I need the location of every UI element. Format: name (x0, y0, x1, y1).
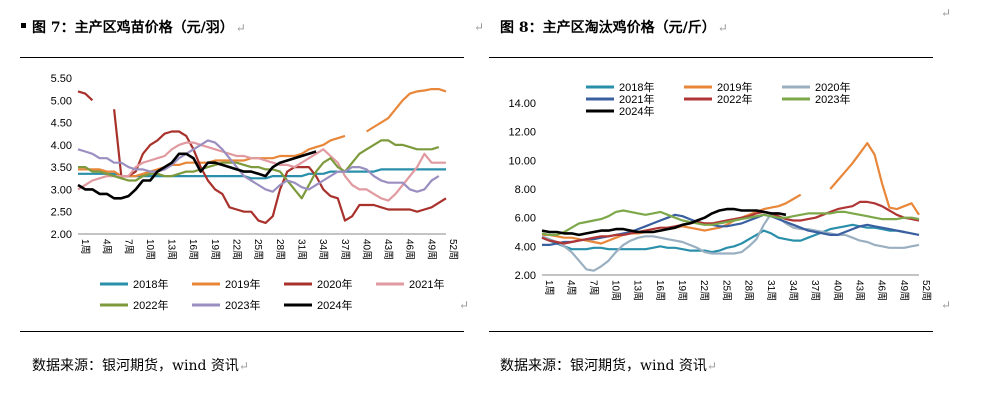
x-tick-label: 52周 (447, 239, 459, 260)
y-tick-label: 3.00 (51, 184, 72, 196)
legend-label-2021年: 2021年 (619, 92, 654, 106)
x-tick-label: 28周 (274, 239, 286, 260)
series-line-2024年 (541, 207, 787, 237)
series-line-2020年 (541, 212, 920, 272)
x-tick-label: 52周 (920, 280, 932, 301)
fig7-bottom-rule (20, 331, 464, 332)
title-bullet (21, 23, 26, 28)
x-tick-label: 31周 (765, 280, 777, 301)
x-tick-label: 28周 (743, 280, 755, 301)
x-tick-label: 46周 (876, 280, 888, 301)
y-tick-label: 14.00 (508, 98, 536, 110)
y-tick-label: 6.00 (515, 213, 536, 225)
paragraph-mark-icon: ↵ (235, 21, 246, 35)
legend-label-2018年: 2018年 (619, 80, 654, 94)
y-tick-label: 2.50 (51, 207, 72, 219)
x-tick-label: 46周 (404, 239, 416, 260)
paragraph-mark-icon: ↵ (941, 6, 952, 20)
x-tick-label: 7周 (587, 280, 599, 296)
fig8-title: 图 8：主产区淘汰鸡价格（元/斤） ↵ (500, 20, 728, 36)
legend-label-2021年: 2021年 (409, 277, 444, 291)
legend-label-2024年: 2024年 (317, 298, 352, 312)
legend-label-2020年: 2020年 (317, 277, 352, 291)
x-tick-label: 37周 (809, 280, 821, 301)
legend-label-2023年: 2023年 (225, 298, 260, 312)
x-tick-label: 43周 (382, 239, 394, 260)
x-tick-label: 4周 (565, 280, 577, 296)
fig8-chart: 2.00 4.00 6.00 8.00 10.00 12.00 14.00 1周 4周 7周 10周… (508, 80, 932, 301)
fig8-top-rule (489, 57, 933, 58)
legend-label-2018年: 2018年 (133, 277, 168, 291)
x-tick-label: 10周 (610, 280, 622, 301)
series-line-2021年 (77, 141, 446, 202)
y-tick-label: 4.00 (515, 241, 536, 253)
paragraph-mark-icon: ↵ (459, 298, 470, 312)
legend-label-2022年: 2022年 (717, 92, 752, 106)
x-tick-label: 1周 (79, 239, 91, 255)
fig8-source: 数据来源：银河期货，wind 资讯↵ (500, 358, 717, 374)
x-tick-label: 43周 (853, 280, 865, 301)
x-tick-label: 34周 (787, 280, 799, 301)
y-tick-label: 2.00 (51, 229, 72, 241)
x-tick-label: 10周 (144, 239, 156, 260)
paragraph-mark-icon: ↵ (706, 359, 717, 373)
legend-label-2020年: 2020年 (815, 80, 850, 94)
x-tick-label: 13周 (632, 280, 644, 301)
series-line-2019年 (78, 88, 447, 178)
legend-label-2019年: 2019年 (717, 80, 752, 94)
x-tick-label: 40周 (831, 280, 843, 301)
x-tick-label: 40周 (360, 239, 372, 260)
paragraph-mark-icon: ↵ (474, 20, 485, 34)
x-tick-label: 34周 (317, 239, 329, 260)
y-tick-label: 2.00 (515, 270, 536, 282)
x-tick-label: 16周 (654, 280, 666, 301)
series-line-2022年 (541, 200, 920, 245)
fig8-bottom-rule (489, 331, 933, 332)
legend-label-2019年: 2019年 (225, 277, 260, 291)
x-tick-label: 1周 (543, 280, 555, 296)
legend-label-2022年: 2022年 (133, 298, 168, 312)
x-tick-label: 49周 (898, 280, 910, 301)
series-line-2022年 (78, 139, 440, 200)
fig7-title: 图 7：主产区鸡苗价格（元/羽） ↵ (32, 20, 246, 36)
fig7-source: 数据来源：银河期货，wind 资讯↵ (32, 358, 249, 374)
x-tick-label: 25周 (252, 239, 264, 260)
x-tick-label: 31周 (295, 239, 307, 260)
x-tick-label: 19周 (209, 239, 221, 260)
y-tick-label: 12.00 (508, 127, 536, 139)
paragraph-mark-icon: ↵ (238, 359, 249, 373)
y-tick-label: 5.00 (51, 95, 72, 107)
y-tick-label: 10.00 (508, 155, 536, 167)
x-tick-label: 13周 (166, 239, 178, 260)
series-line-2023年 (77, 139, 440, 193)
fig7-top-rule (20, 57, 464, 58)
paragraph-mark-icon: ↵ (717, 21, 728, 35)
x-tick-label: 16周 (187, 239, 199, 260)
x-tick-label: 7周 (122, 239, 134, 255)
series-line-2019年 (542, 142, 920, 245)
series-line-2018年 (541, 223, 905, 254)
x-tick-label: 19周 (676, 280, 688, 301)
series-line-2024年 (77, 150, 317, 200)
y-tick-label: 4.00 (51, 140, 72, 152)
x-tick-label: 49周 (425, 239, 437, 260)
x-tick-label: 37周 (339, 239, 351, 260)
paragraph-mark-icon: ↵ (941, 298, 952, 312)
y-tick-label: 3.50 (51, 162, 72, 174)
x-tick-label: 4周 (101, 239, 113, 255)
x-tick-label: 22周 (698, 280, 710, 301)
x-tick-label: 22周 (231, 239, 243, 260)
y-tick-label: 5.50 (51, 73, 72, 85)
y-tick-label: 8.00 (515, 184, 536, 196)
x-tick-label: 25周 (720, 280, 732, 301)
y-tick-label: 4.50 (51, 118, 72, 130)
fig7-chart: 2.00 2.50 3.00 3.50 4.00 4.50 5.00 5.50 1周 4周 7周 10… (51, 73, 459, 312)
series-line-2020年 (77, 90, 447, 224)
series-line-2023年 (541, 209, 920, 236)
legend-label-2024年: 2024年 (619, 104, 654, 118)
legend-label-2023年: 2023年 (815, 92, 850, 106)
